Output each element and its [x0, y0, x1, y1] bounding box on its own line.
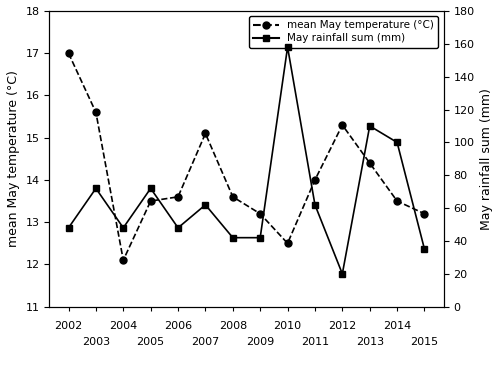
mean May temperature (°C)	[257, 211, 263, 216]
May rainfall sum (mm)	[312, 203, 318, 207]
May rainfall sum (mm)	[394, 140, 400, 145]
Text: 2006: 2006	[164, 321, 192, 331]
May rainfall sum (mm)	[284, 45, 290, 49]
Legend: mean May temperature (°C), May rainfall sum (mm): mean May temperature (°C), May rainfall …	[249, 16, 438, 47]
May rainfall sum (mm)	[148, 186, 154, 191]
mean May temperature (°C)	[284, 241, 290, 246]
mean May temperature (°C)	[66, 51, 71, 55]
mean May temperature (°C)	[340, 123, 345, 127]
mean May temperature (°C)	[202, 131, 208, 136]
Line: May rainfall sum (mm): May rainfall sum (mm)	[65, 44, 428, 277]
mean May temperature (°C)	[175, 194, 181, 199]
Text: 2008: 2008	[218, 321, 247, 331]
Text: 2015: 2015	[410, 337, 438, 347]
Text: 2005: 2005	[136, 337, 164, 347]
Text: 2009: 2009	[246, 337, 274, 347]
Text: 2011: 2011	[301, 337, 329, 347]
mean May temperature (°C)	[394, 199, 400, 203]
May rainfall sum (mm)	[66, 226, 71, 230]
mean May temperature (°C)	[120, 258, 126, 263]
May rainfall sum (mm)	[175, 226, 181, 230]
Text: 2010: 2010	[274, 321, 301, 331]
Y-axis label: May rainfall sum (mm): May rainfall sum (mm)	[480, 88, 493, 230]
May rainfall sum (mm)	[366, 124, 372, 128]
Text: 2012: 2012	[328, 321, 356, 331]
Text: 2014: 2014	[383, 321, 411, 331]
Text: 2003: 2003	[82, 337, 110, 347]
Line: mean May temperature (°C): mean May temperature (°C)	[65, 50, 428, 264]
mean May temperature (°C)	[366, 161, 372, 165]
mean May temperature (°C)	[312, 178, 318, 182]
May rainfall sum (mm)	[340, 272, 345, 276]
May rainfall sum (mm)	[93, 186, 99, 191]
Text: 2004: 2004	[109, 321, 138, 331]
Y-axis label: mean May temperature (°C): mean May temperature (°C)	[7, 70, 20, 247]
mean May temperature (°C)	[230, 194, 236, 199]
Text: 2007: 2007	[192, 337, 220, 347]
May rainfall sum (mm)	[257, 235, 263, 240]
mean May temperature (°C)	[148, 199, 154, 203]
Text: 2013: 2013	[356, 337, 384, 347]
May rainfall sum (mm)	[202, 203, 208, 207]
Text: 2002: 2002	[54, 321, 82, 331]
mean May temperature (°C)	[422, 211, 428, 216]
May rainfall sum (mm)	[120, 226, 126, 230]
mean May temperature (°C)	[93, 110, 99, 114]
May rainfall sum (mm)	[230, 235, 236, 240]
May rainfall sum (mm)	[422, 247, 428, 251]
